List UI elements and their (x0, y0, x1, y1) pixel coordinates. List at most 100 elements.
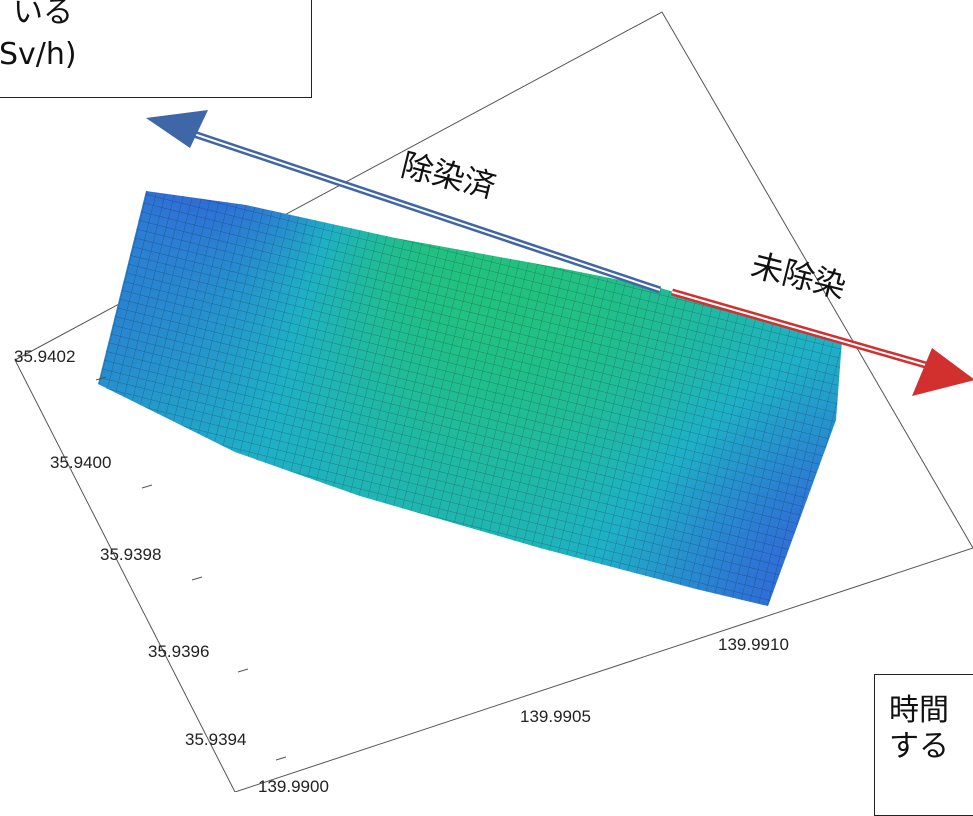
heat-cell (178, 436, 187, 445)
heat-cell (234, 191, 243, 197)
heat-cell (554, 191, 563, 197)
heat-cell (666, 212, 675, 221)
heat-cell (98, 588, 99, 597)
heat-cell (466, 540, 475, 549)
heat-cell (530, 548, 539, 557)
heat-cell (114, 516, 123, 525)
heat-cell (186, 508, 195, 517)
heat-cell (114, 580, 123, 589)
heat-cell (450, 204, 459, 213)
heat-cell (98, 204, 107, 213)
heat-cell (106, 268, 115, 277)
heat-cell (130, 412, 139, 421)
heat-cell (338, 492, 347, 501)
heat-cell (290, 532, 299, 541)
heat-cell (370, 220, 379, 229)
heat-cell (170, 588, 179, 597)
heat-cell (170, 180, 179, 189)
heat-cell (458, 236, 467, 245)
heat-cell (314, 484, 323, 493)
heat-cell (562, 196, 571, 205)
heat-cell (274, 580, 283, 589)
heat-cell (434, 548, 443, 557)
heat-cell (594, 220, 603, 229)
heat-cell (842, 460, 851, 469)
heat-cell (538, 191, 547, 197)
heat-cell (690, 204, 699, 213)
heat-cell (826, 548, 835, 557)
heat-cell (842, 564, 851, 573)
heat-cell (522, 548, 531, 557)
heat-cell (290, 476, 299, 485)
heat-cell (98, 284, 107, 293)
heat-cell (210, 508, 219, 517)
heat-cell (802, 228, 811, 237)
heat-cell (818, 212, 827, 221)
heat-cell (594, 564, 603, 573)
heat-cell (402, 191, 411, 197)
heat-cell (194, 532, 203, 541)
heat-cell (530, 556, 539, 565)
heat-cell (466, 236, 475, 245)
heat-cell (666, 180, 675, 189)
heat-cell (794, 532, 803, 541)
heat-cell (322, 556, 331, 565)
heat-cell (570, 572, 579, 581)
heat-cell (138, 468, 147, 477)
heat-cell (490, 556, 499, 565)
heat-cell (490, 204, 499, 213)
heat-cell (402, 556, 411, 565)
heat-cell (98, 428, 99, 437)
heat-cell (226, 500, 235, 509)
heat-cell (714, 196, 723, 205)
heat-cell (842, 404, 851, 413)
heat-cell (682, 196, 691, 205)
heat-cell (322, 212, 331, 221)
heat-cell (442, 532, 451, 541)
heat-cell (282, 196, 291, 205)
heat-cell (810, 572, 819, 581)
heat-cell (338, 204, 347, 213)
heat-cell (202, 500, 211, 509)
heat-cell (146, 452, 155, 461)
heat-cell (834, 540, 842, 549)
heat-cell (162, 548, 171, 557)
heat-cell (378, 516, 387, 525)
heat-cell (202, 572, 211, 581)
heat-cell (322, 524, 331, 533)
heat-cell (298, 524, 307, 533)
heat-cell (594, 228, 603, 237)
heat-cell (570, 212, 579, 221)
heat-cell (850, 252, 859, 261)
heat-cell (154, 492, 163, 501)
heat-cell (362, 580, 371, 589)
heat-cell (122, 524, 131, 533)
heat-cell (482, 580, 491, 589)
heat-cell (258, 580, 267, 589)
heat-cell (834, 324, 842, 333)
heat-cell (154, 460, 163, 469)
heat-cell (146, 564, 155, 573)
heat-cell (826, 244, 835, 253)
heat-cell (282, 516, 291, 525)
heat-cell (130, 516, 139, 525)
heat-cell (98, 556, 99, 565)
heat-cell (114, 596, 123, 605)
heat-cell (562, 220, 571, 229)
heat-cell (546, 180, 555, 189)
heat-cell (98, 260, 99, 269)
heat-cell (394, 220, 403, 229)
heat-cell (154, 444, 163, 453)
heat-cell (162, 572, 171, 581)
heat-cell (842, 316, 851, 325)
heat-cell (138, 524, 147, 533)
heat-cell (634, 228, 643, 237)
heat-cell (682, 204, 691, 213)
heat-cell (586, 572, 595, 581)
heat-cell (674, 212, 683, 221)
heat-cell (250, 516, 259, 525)
heat-cell (698, 252, 707, 261)
heat-cell (802, 316, 811, 325)
heat-cell (258, 572, 267, 581)
heat-cell (234, 516, 243, 525)
